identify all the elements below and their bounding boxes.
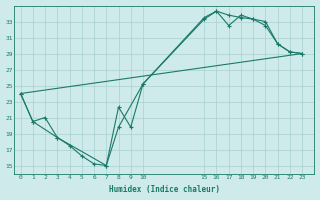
X-axis label: Humidex (Indice chaleur): Humidex (Indice chaleur) (109, 185, 220, 194)
